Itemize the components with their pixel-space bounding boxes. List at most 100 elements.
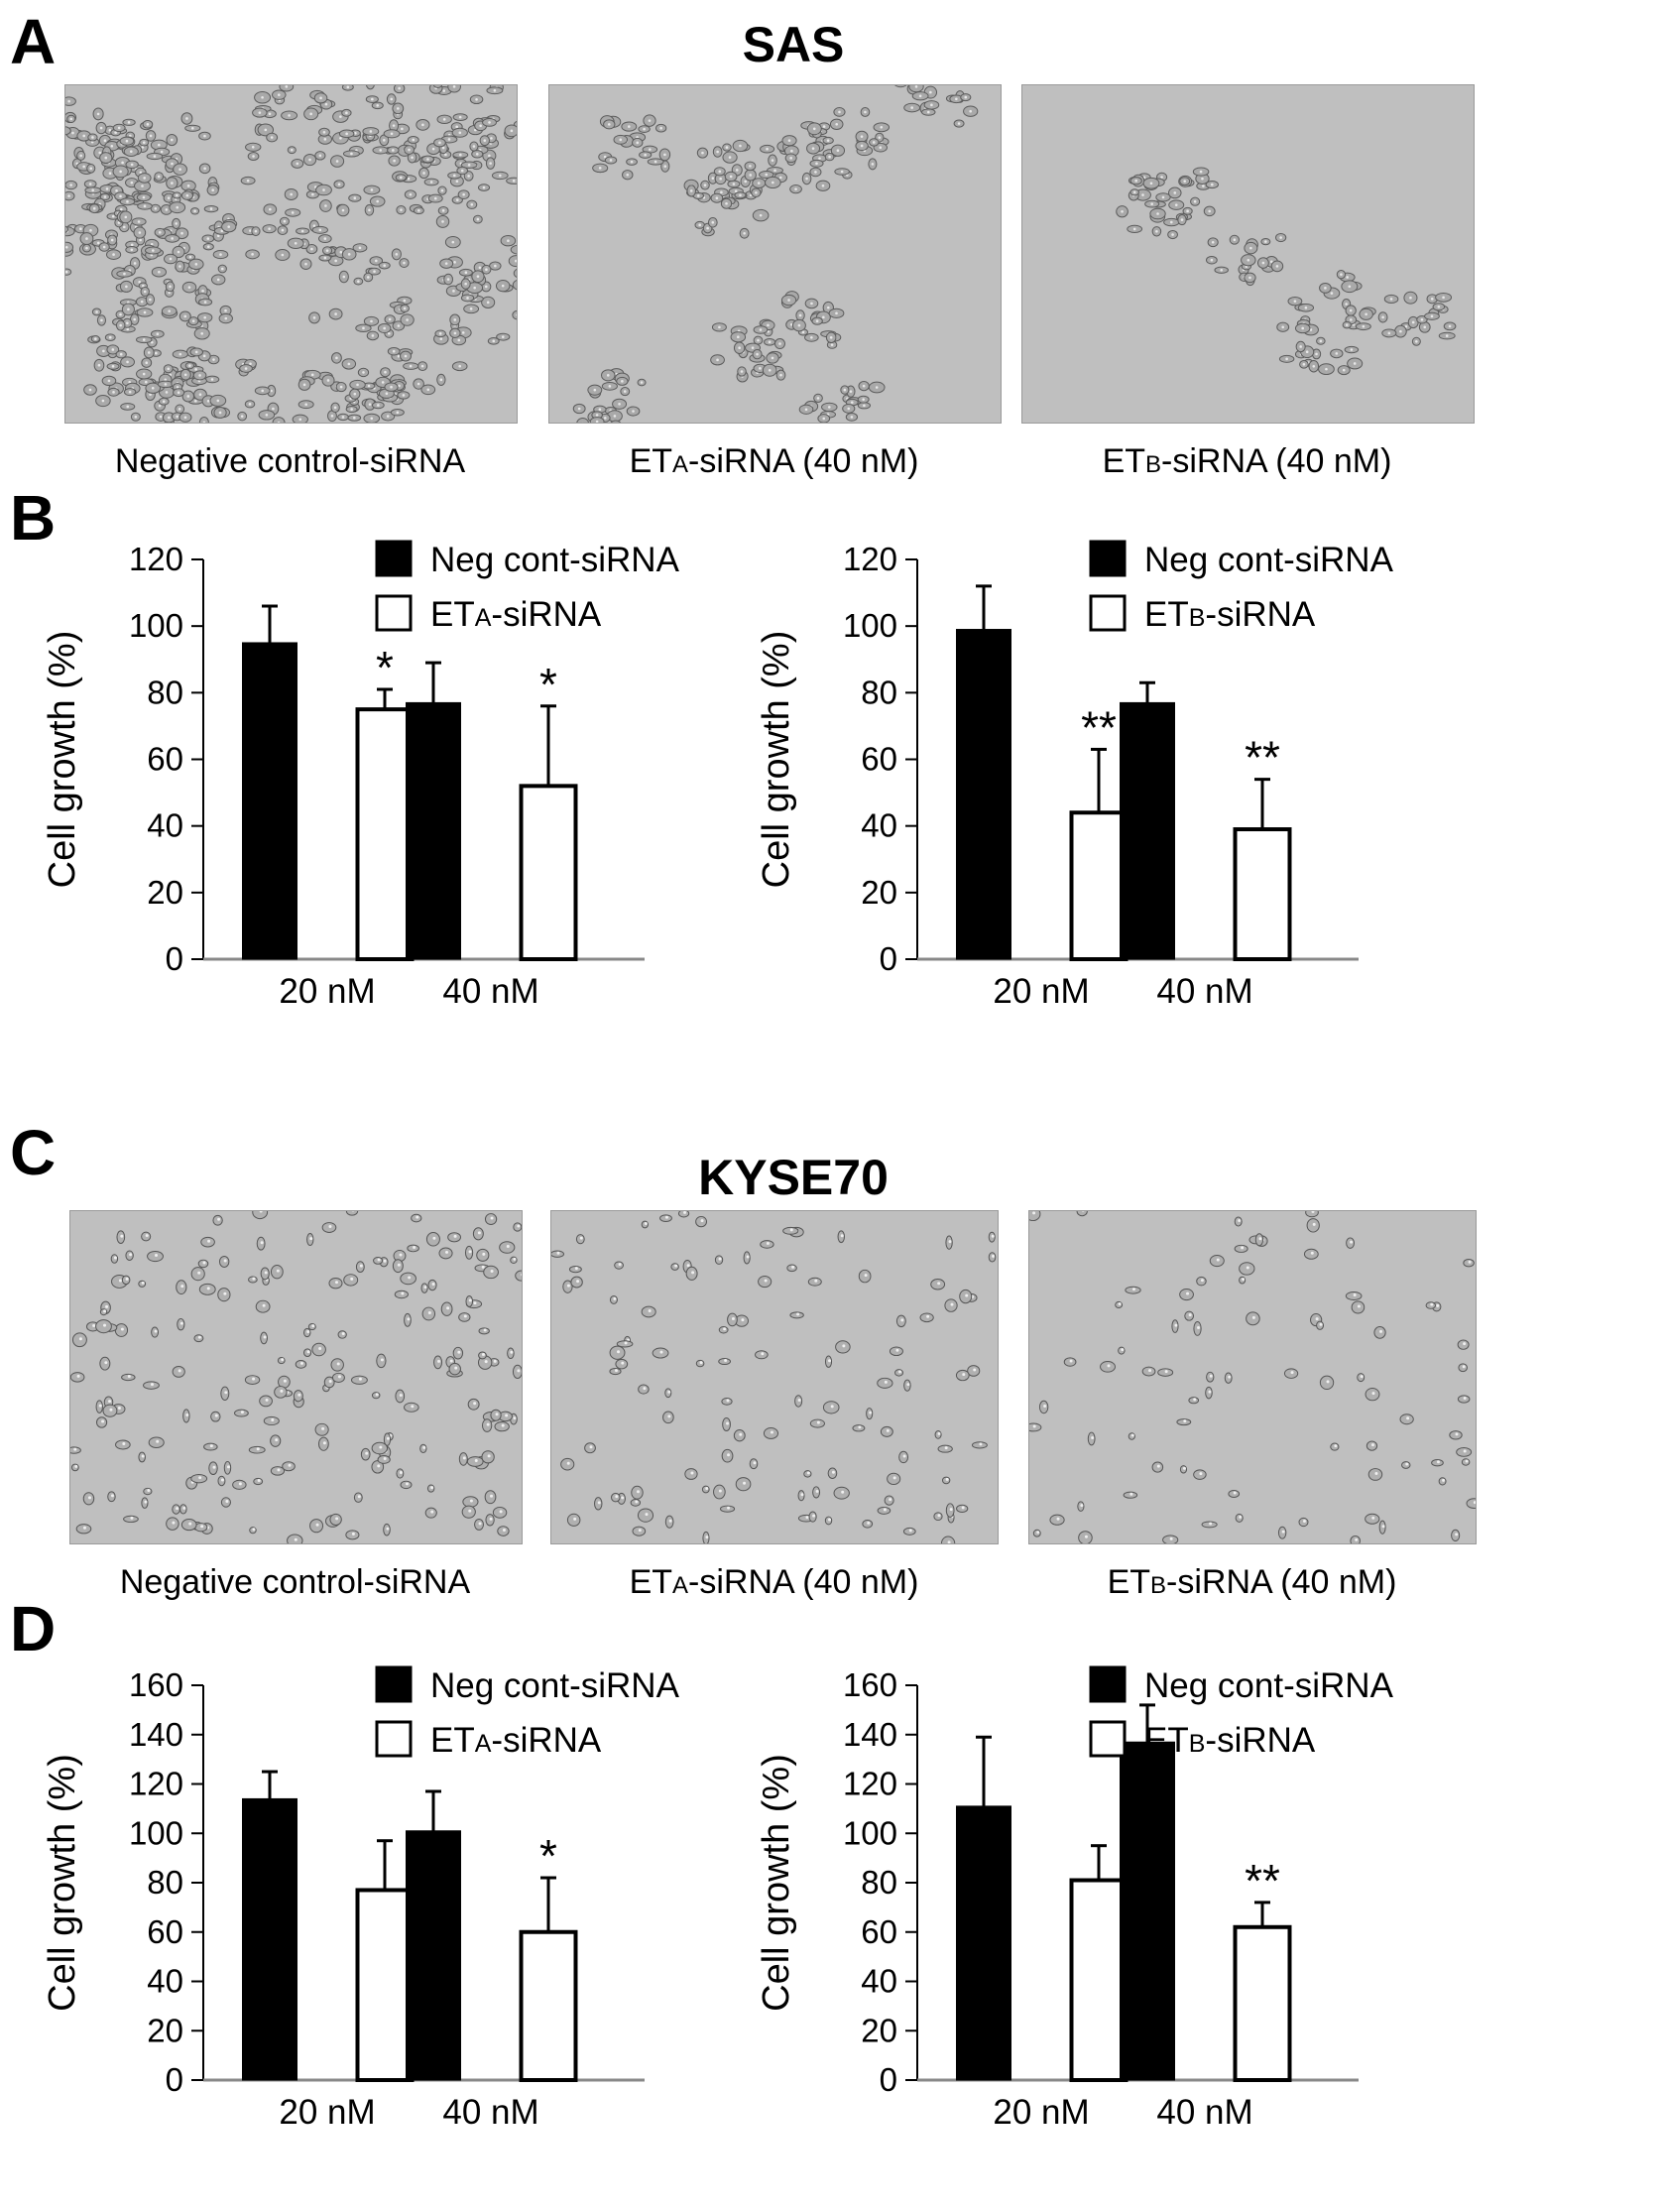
chart-b-etb: 0 20 40 60 80 100 120 Cell growth (%) ** 20 nM ** 4… <box>714 526 1517 1091</box>
caption-kyse70-etb: ETB-siRNA (40 nM) <box>1007 1565 1497 1599</box>
y-tick-label: 40 <box>147 807 183 844</box>
micrograph-sas-negative-control <box>64 84 518 424</box>
y-tick-label: 0 <box>166 940 183 977</box>
caption-text: Negative control-siRNA <box>119 1563 471 1601</box>
y-tick-label: 100 <box>129 607 183 644</box>
caption-kyse70-negative-control: Negative control-siRNA <box>50 1565 540 1599</box>
significance-marker: ** <box>1245 1855 1280 1906</box>
legend-label: Neg cont-siRNA <box>1144 541 1394 579</box>
caption-subscript: A <box>672 1572 689 1599</box>
significance-marker: * <box>539 1830 557 1882</box>
y-tick-label: 160 <box>129 1666 183 1703</box>
x-category-label: 20 nM <box>993 972 1089 1011</box>
y-tick-label: 80 <box>861 1864 897 1901</box>
y-axis-label: Cell growth (%) <box>756 1754 797 2012</box>
caption-suffix: -siRNA (40 nM) <box>688 442 919 480</box>
y-tick-label: 60 <box>861 741 897 778</box>
legend-label: ETA-siRNA <box>430 595 602 634</box>
legend-label: Neg cont-siRNA <box>430 541 680 579</box>
chart-b-eta: 0 20 40 60 80 100 120 Cell growth (%) * 20 nM * 40 … <box>0 526 803 1091</box>
chart-d-etb: 0 20 40 60 80 100 120 140 160 Cell growth (%) 20 n… <box>714 1652 1656 2212</box>
y-tick-label: 40 <box>861 1963 897 2000</box>
bar-neg-control <box>956 1805 1011 2081</box>
caption-suffix: -siRNA (40 nM) <box>1161 442 1392 480</box>
legend-swatch <box>1089 540 1127 577</box>
micrograph-image <box>549 85 1001 423</box>
bar-sirna <box>1233 1924 1292 2082</box>
bar-neg-control <box>242 642 297 960</box>
bar-chart-svg: 0 20 40 60 80 100 120 140 160 Cell growth (%) 20 n… <box>756 1665 1394 2132</box>
bar-sirna <box>355 1888 415 2082</box>
caption-subscript: B <box>1150 1572 1167 1599</box>
micrograph-image <box>1029 1211 1476 1543</box>
legend-swatch <box>1089 1720 1127 1758</box>
y-tick-label: 140 <box>843 1716 897 1753</box>
y-tick-label: 100 <box>129 1814 183 1851</box>
significance-marker: ** <box>1245 732 1280 784</box>
y-tick-label: 120 <box>843 1766 897 1802</box>
caption-prefix: ET <box>629 1563 673 1601</box>
section-title-sas: SAS <box>742 17 845 72</box>
panel-letter-d: D <box>10 1593 57 1664</box>
y-tick-label: 20 <box>147 2012 183 2048</box>
bar-sirna <box>519 784 578 961</box>
y-tick-label: 40 <box>147 1963 183 2000</box>
bar-chart-svg: 0 20 40 60 80 100 120 Cell growth (%) ** 20 nM ** 4… <box>756 540 1394 1011</box>
y-tick-label: 120 <box>129 1766 183 1802</box>
caption-subscript: B <box>1145 451 1162 478</box>
micrograph-image <box>65 85 517 423</box>
bar-chart-svg: 0 20 40 60 80 100 120 140 160 Cell growth (%) 20 n… <box>42 1665 680 2132</box>
legend-swatch <box>1089 594 1127 632</box>
y-tick-label: 120 <box>843 541 897 577</box>
bar-neg-control <box>1120 701 1175 960</box>
legend-label: Neg cont-siRNA <box>430 1666 680 1705</box>
y-tick-label: 60 <box>147 1913 183 1950</box>
legend-swatch <box>375 1720 413 1758</box>
y-tick-label: 40 <box>861 807 897 844</box>
bar-sirna <box>1069 810 1128 961</box>
legend-swatch <box>375 1665 413 1703</box>
caption-kyse70-eta: ETA-siRNA (40 nM) <box>529 1565 1019 1599</box>
x-category-label: 20 nM <box>993 2093 1089 2132</box>
y-tick-label: 80 <box>861 674 897 710</box>
micrograph-kyse70-negative-control <box>69 1210 523 1544</box>
bar-sirna <box>519 1929 578 2082</box>
x-category-label: 40 nM <box>1156 972 1252 1011</box>
bar-neg-control <box>956 629 1011 960</box>
x-category-label: 40 nM <box>1156 2093 1252 2132</box>
legend-swatch <box>375 594 413 632</box>
bar-neg-control <box>1120 1741 1175 2081</box>
micrograph-image <box>551 1211 998 1543</box>
x-category-label: 40 nM <box>442 972 538 1011</box>
y-tick-label: 60 <box>147 741 183 778</box>
caption-prefix: ET <box>1107 1563 1151 1601</box>
y-tick-label: 100 <box>843 607 897 644</box>
significance-marker: ** <box>1081 701 1117 753</box>
micrograph-sas-etb <box>1021 84 1475 424</box>
micrograph-kyse70-etb <box>1028 1210 1477 1544</box>
chart-d-eta: 0 20 40 60 80 100 120 140 160 Cell growth (%) 20 n… <box>0 1652 803 2212</box>
caption-prefix: ET <box>629 442 673 480</box>
y-tick-label: 120 <box>129 541 183 577</box>
y-tick-label: 100 <box>843 1814 897 1851</box>
y-axis-label: Cell growth (%) <box>42 1754 83 2012</box>
legend-label: ETA-siRNA <box>430 1721 602 1760</box>
bar-sirna <box>1233 827 1292 961</box>
caption-subscript: A <box>672 451 689 478</box>
caption-sas-etb: ETB-siRNA (40 nM) <box>1002 444 1492 478</box>
legend-label: Neg cont-siRNA <box>1144 1666 1394 1705</box>
bar-sirna <box>355 707 415 961</box>
caption-text: Negative control-siRNA <box>114 442 466 480</box>
y-tick-label: 20 <box>861 874 897 911</box>
x-category-label: 20 nM <box>279 2093 375 2132</box>
panel-letter-c: C <box>10 1117 57 1188</box>
legend-swatch <box>1089 1665 1127 1703</box>
x-category-label: 20 nM <box>279 972 375 1011</box>
y-tick-label: 20 <box>147 874 183 911</box>
bar-neg-control <box>406 701 461 960</box>
bar-chart-svg: 0 20 40 60 80 100 120 Cell growth (%) * 20 nM * 40 … <box>42 540 680 1011</box>
y-axis-label: Cell growth (%) <box>42 631 83 889</box>
y-tick-label: 20 <box>861 2012 897 2048</box>
caption-sas-negative-control: Negative control-siRNA <box>45 444 535 478</box>
y-tick-label: 0 <box>166 2061 183 2098</box>
